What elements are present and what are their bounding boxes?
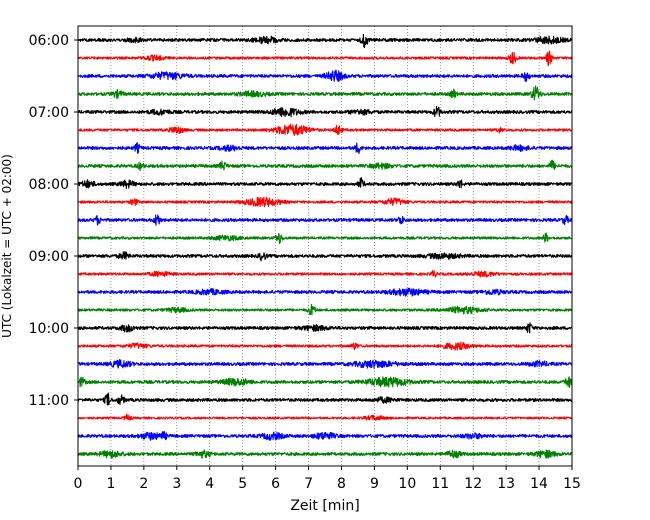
trace-0600 <box>77 33 573 49</box>
y-tick-label: 10:00 <box>29 321 69 337</box>
y-axis-ticks: 06:00 07:00 08:00 09:00 10:00 11:00 <box>29 33 78 409</box>
x-tick-label: 12 <box>464 476 482 492</box>
x-tick-label: 8 <box>337 476 346 492</box>
x-tick-label: 14 <box>530 476 548 492</box>
trace-layer <box>77 33 573 459</box>
trace-1145 <box>77 449 573 459</box>
x-tick-label: 2 <box>139 476 148 492</box>
trace-0645 <box>77 85 573 101</box>
trace-0715 <box>77 123 573 137</box>
trace-0945 <box>77 303 573 316</box>
x-tick-label: 13 <box>497 476 515 492</box>
trace-0930 <box>77 287 573 297</box>
x-tick-label: 6 <box>271 476 280 492</box>
y-tick-label: 06:00 <box>29 33 69 49</box>
trace-0830 <box>77 214 573 226</box>
trace-1100 <box>77 392 573 406</box>
trace-1115 <box>77 413 573 421</box>
x-tick-label: 4 <box>205 476 214 492</box>
trace-0815 <box>77 196 573 208</box>
y-tick-label: 11:00 <box>29 393 69 409</box>
x-tick-label: 15 <box>563 476 581 492</box>
x-axis-ticks: 0 1 2 3 4 5 6 7 8 9 10 11 12 13 14 15 <box>74 466 581 492</box>
trace-1015 <box>77 341 573 351</box>
trace-0700 <box>77 106 573 118</box>
trace-0800 <box>77 177 573 189</box>
x-tick-label: 5 <box>238 476 247 492</box>
trace-0845 <box>77 232 573 244</box>
trace-1130 <box>77 430 573 441</box>
x-tick-label: 10 <box>398 476 416 492</box>
trace-0745 <box>77 159 573 171</box>
trace-0615 <box>77 50 573 67</box>
plot-frame <box>77 25 573 467</box>
trace-0900 <box>77 251 573 262</box>
trace-1030 <box>77 359 573 369</box>
y-axis-label: UTC (Lokalzeit = UTC + 02:00) <box>0 154 14 338</box>
x-tick-label: 7 <box>304 476 313 492</box>
trace-0730 <box>77 142 573 154</box>
x-tick-label: 11 <box>431 476 449 492</box>
y-tick-label: 07:00 <box>29 105 69 121</box>
trace-1000 <box>77 322 573 334</box>
x-tick-label: 1 <box>106 476 115 492</box>
x-tick-label: 3 <box>172 476 181 492</box>
grid-lines <box>110 26 540 466</box>
x-axis-label: Zeit [min] <box>290 498 359 514</box>
x-tick-label: 0 <box>74 476 83 492</box>
x-tick-label: 9 <box>370 476 379 492</box>
y-tick-label: 09:00 <box>29 249 69 265</box>
trace-0630 <box>77 69 573 82</box>
trace-1045 <box>77 376 573 388</box>
trace-0915 <box>77 270 573 278</box>
y-tick-label: 08:00 <box>29 177 69 193</box>
